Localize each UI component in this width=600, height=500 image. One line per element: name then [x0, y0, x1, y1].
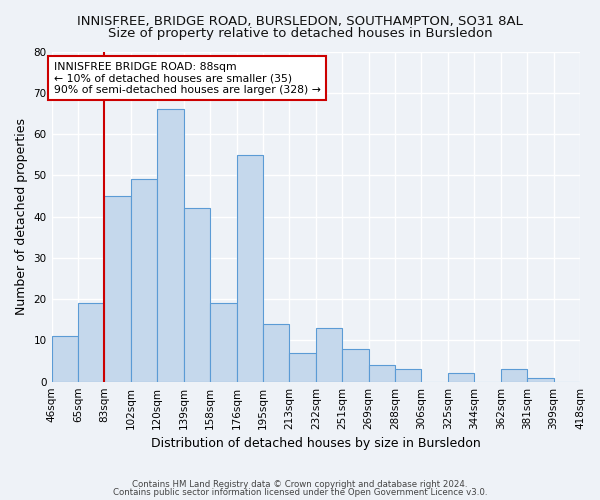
Y-axis label: Number of detached properties: Number of detached properties [15, 118, 28, 315]
Text: Contains public sector information licensed under the Open Government Licence v3: Contains public sector information licen… [113, 488, 487, 497]
Bar [501, 370, 527, 382]
Bar [289, 353, 316, 382]
Bar [316, 328, 342, 382]
Text: Contains HM Land Registry data © Crown copyright and database right 2024.: Contains HM Land Registry data © Crown c… [132, 480, 468, 489]
Text: INNISFREE BRIDGE ROAD: 88sqm
← 10% of detached houses are smaller (35)
90% of se: INNISFREE BRIDGE ROAD: 88sqm ← 10% of de… [53, 62, 320, 95]
Bar [78, 304, 104, 382]
Bar [236, 154, 263, 382]
X-axis label: Distribution of detached houses by size in Bursledon: Distribution of detached houses by size … [151, 437, 481, 450]
Bar [131, 180, 157, 382]
Bar [395, 370, 421, 382]
Bar [342, 348, 368, 382]
Text: Size of property relative to detached houses in Bursledon: Size of property relative to detached ho… [107, 28, 493, 40]
Bar [527, 378, 554, 382]
Bar [263, 324, 289, 382]
Bar [184, 208, 210, 382]
Bar [104, 196, 131, 382]
Bar [210, 304, 236, 382]
Text: INNISFREE, BRIDGE ROAD, BURSLEDON, SOUTHAMPTON, SO31 8AL: INNISFREE, BRIDGE ROAD, BURSLEDON, SOUTH… [77, 15, 523, 28]
Bar [448, 374, 475, 382]
Bar [52, 336, 78, 382]
Bar [368, 365, 395, 382]
Bar [157, 110, 184, 382]
